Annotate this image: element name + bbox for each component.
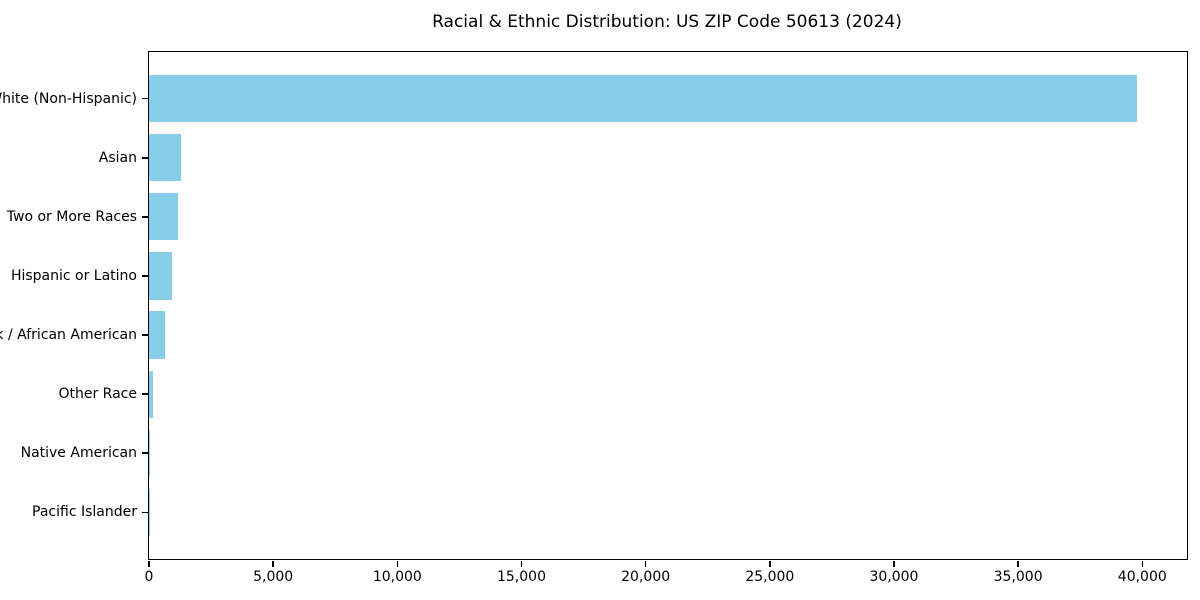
x-tick-label: 10,000 — [372, 569, 422, 585]
y-tick-mark — [141, 157, 148, 159]
x-tick-label: 5,000 — [253, 569, 294, 585]
y-tick-label: Two or More Races — [6, 208, 137, 225]
x-tick-label: 40,000 — [1117, 569, 1167, 585]
y-tick-label: Pacific Islander — [32, 504, 137, 521]
x-tick-label: 25,000 — [745, 569, 795, 585]
y-tick-label: Native American — [20, 445, 137, 462]
x-tick-label: 20,000 — [621, 569, 671, 585]
x-tick-mark — [1141, 560, 1144, 567]
bar — [149, 370, 154, 418]
x-tick-mark — [1017, 560, 1019, 567]
x-tick-mark — [769, 560, 771, 567]
y-tick-mark — [141, 511, 148, 514]
bar — [149, 134, 182, 182]
y-tick-mark — [141, 216, 148, 218]
y-tick-label: Hispanic or Latino — [10, 267, 137, 284]
bar — [149, 311, 165, 359]
x-tick-label: 15,000 — [496, 569, 546, 585]
x-tick-mark — [396, 560, 399, 567]
x-tick-mark — [893, 560, 895, 567]
plot-area: White (Non-Hispanic) Asian Two or More Rac… — [0, 51, 1188, 585]
x-tick-mark — [644, 560, 647, 567]
bar — [149, 429, 150, 477]
x-tick-mark — [272, 560, 274, 567]
x-tick-mark — [520, 560, 523, 567]
x-tick-label: 0 — [144, 569, 154, 585]
x-tick-label: 30,000 — [869, 569, 919, 585]
x-tick-mark — [148, 560, 150, 567]
y-tick-label: White (Non-Hispanic) — [0, 90, 137, 107]
y-tick-mark — [141, 275, 148, 277]
bar — [149, 252, 172, 300]
chart-title: Racial & Ethnic Distribution: US ZIP Cod… — [432, 12, 902, 32]
y-tick-mark — [141, 393, 148, 395]
bar — [149, 193, 178, 241]
y-tick-label: Asian — [98, 149, 137, 166]
bar — [149, 75, 1138, 123]
y-tick-label: Other Race — [58, 386, 137, 403]
y-tick-mark — [141, 334, 148, 336]
x-tick-label: 35,000 — [993, 569, 1043, 585]
y-tick-mark — [141, 97, 148, 100]
y-tick-label: Black / African American — [0, 327, 137, 344]
y-tick-mark — [141, 452, 148, 454]
